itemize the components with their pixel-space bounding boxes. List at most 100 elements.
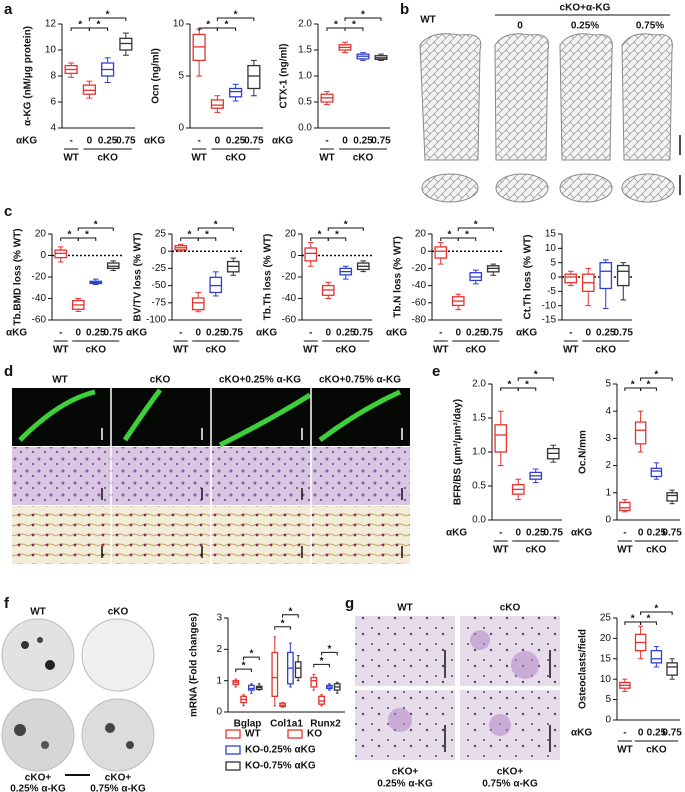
column-label: cKO+0.25% α-KG: [219, 375, 301, 386]
sig-bracket: [517, 387, 537, 391]
y-tick-label: 10: [45, 45, 57, 56]
dose-label: 0.25: [336, 328, 356, 339]
x-tick-label: Runx2: [310, 719, 341, 730]
sig-label: *: [647, 614, 651, 625]
legend-label: KO-0.75% αKG: [245, 761, 316, 772]
dose-title: αKG: [386, 328, 407, 339]
y-tick-label: 3: [605, 433, 611, 444]
column-label: 0.25%: [571, 21, 599, 32]
column-label: cKO: [150, 375, 171, 386]
y-tick-label: 15: [600, 653, 612, 664]
sig-bracket: [344, 17, 382, 21]
sig-label: *: [508, 380, 512, 391]
column-label: 0: [517, 21, 523, 32]
y-tick-label: 5: [605, 379, 611, 390]
legend-swatch: [225, 761, 241, 771]
dose-label: 0.75: [371, 136, 391, 147]
legend-label: KO-0.25% αKG: [245, 745, 316, 756]
sig-bracket: [197, 237, 217, 241]
y-tick-label: 0: [420, 246, 426, 257]
dose-label: 0: [455, 328, 461, 339]
y-axis-label: CTX-1 (ng/ml): [279, 44, 290, 109]
sig-bracket: [640, 621, 657, 625]
dose-label: 0.25: [226, 136, 246, 147]
dose-label: 0.25: [526, 528, 546, 539]
dose-label: 0.25: [596, 328, 616, 339]
sig-label: *: [654, 370, 658, 381]
box: [666, 492, 678, 502]
sig-bracket: [313, 663, 330, 668]
y-tick-label: 2: [216, 644, 222, 655]
sig-bracket: [216, 17, 255, 21]
sig-label: *: [206, 20, 210, 31]
dose-title: αKG: [256, 328, 277, 339]
column-label: cKO+0.75% α-KG: [319, 375, 401, 386]
dose-title: αKG: [126, 328, 147, 339]
sig-label: *: [631, 614, 635, 625]
sig-label: *: [94, 220, 98, 231]
sig-label: *: [465, 230, 469, 241]
sig-label: *: [320, 656, 324, 667]
genotype-label: cKO: [646, 745, 667, 756]
sig-bracket: [457, 237, 477, 241]
dose-label: 0.25: [353, 136, 373, 147]
sig-bracket: [344, 27, 364, 31]
genotype-label: WT: [303, 345, 319, 356]
dose-label: -: [569, 328, 572, 339]
box: [82, 84, 96, 95]
dose-label: -: [197, 136, 200, 147]
dose-label: 0.75: [244, 136, 264, 147]
y-tick-label: -75: [152, 297, 167, 308]
sig-bracket: [77, 237, 97, 241]
y-axis-label: BV/TV loss (% WT): [133, 233, 144, 322]
sig-bracket: [517, 377, 554, 381]
y-tick-label: -50: [152, 280, 167, 291]
box: [304, 247, 318, 262]
dose-label: 0: [515, 528, 521, 539]
box: [494, 424, 508, 453]
box: [209, 276, 223, 294]
dose-label: 0.75: [544, 528, 564, 539]
sig-label: *: [97, 20, 101, 31]
y-axis-label: Osteoclasts/field: [578, 629, 589, 709]
y-tick-label: 25: [600, 613, 612, 624]
y-tick-label: 15: [545, 229, 557, 240]
genotype-label: cKO: [525, 545, 546, 556]
x-tick-label: Col1a1: [270, 719, 303, 730]
y-tick-label: 6: [50, 97, 56, 108]
sig-bracket: [243, 656, 260, 661]
box: [294, 661, 302, 679]
sig-label: *: [344, 220, 348, 231]
y-tick-label: 0: [216, 707, 222, 718]
y-tick-label: 3: [216, 613, 222, 624]
sig-label: *: [534, 370, 538, 381]
dish-caption: cKO+: [25, 773, 52, 784]
sig-bracket: [640, 611, 673, 615]
legend-swatch: [225, 745, 241, 755]
column-label: cKO: [500, 603, 521, 614]
sig-label: *: [225, 20, 229, 31]
genotype-label: WT: [617, 745, 633, 756]
sig-label: *: [68, 230, 72, 241]
dose-label: 0: [215, 136, 221, 147]
box: [229, 87, 243, 98]
genotype-label: cKO: [225, 153, 246, 164]
dish-caption: 0.25% α-KG: [10, 784, 66, 792]
panel-label: d: [4, 363, 13, 380]
y-tick-label: 1: [605, 487, 611, 498]
dose-label: -: [623, 528, 626, 539]
genotype-label: cKO: [85, 345, 106, 356]
dose-label: 0: [638, 528, 644, 539]
y-tick-label: 0.0: [298, 123, 312, 134]
y-tick-label: 0: [160, 246, 166, 257]
y-axis-label: Ocn (ng/ml): [151, 48, 162, 104]
column-label: WT: [420, 15, 436, 26]
sig-bracket: [88, 27, 109, 31]
y-tick-label: 20: [285, 229, 297, 240]
genotype-label: WT: [53, 345, 69, 356]
y-tick-label: -10: [542, 300, 557, 311]
panel-label: g: [345, 595, 354, 612]
genotype-label: WT: [173, 345, 189, 356]
box: [616, 264, 630, 287]
dose-label: 0: [325, 328, 331, 339]
